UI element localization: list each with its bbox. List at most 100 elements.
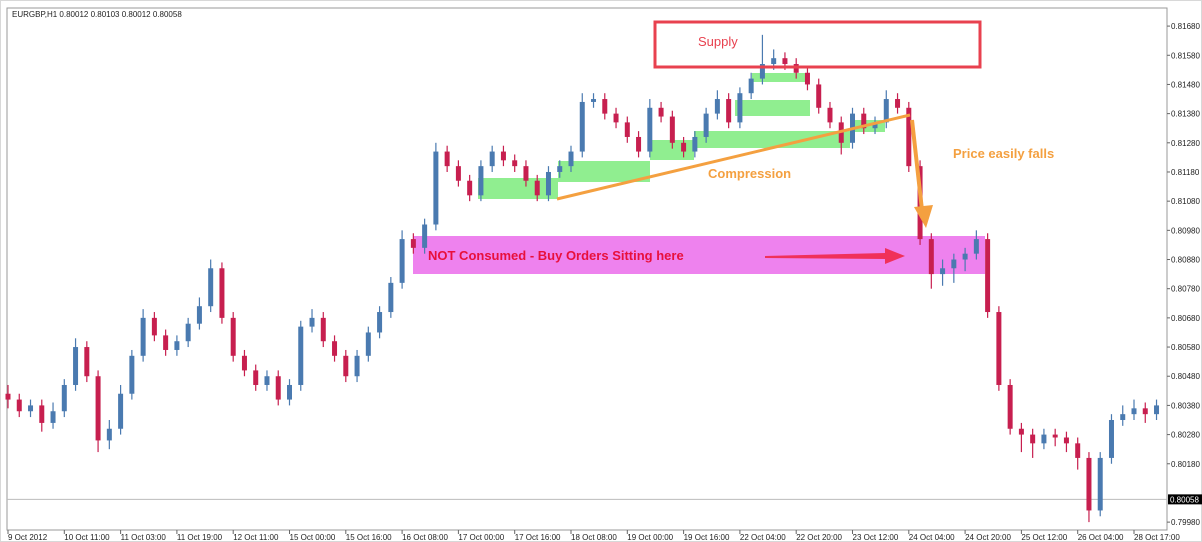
candle-body: [1097, 457, 1103, 511]
x-tick-label: 28 Oct 17:00: [1134, 533, 1180, 542]
candle-body: [906, 107, 912, 167]
y-tick-label: 0.80880: [1171, 256, 1200, 265]
x-tick-label: 24 Oct 04:00: [909, 533, 955, 542]
x-tick-label: 23 Oct 12:00: [853, 533, 899, 542]
candle-body: [320, 317, 326, 342]
x-tick-label: 15 Oct 16:00: [346, 533, 392, 542]
zone-arrow: [765, 248, 905, 264]
base-zone: [558, 161, 650, 182]
zone-label: NOT Consumed - Buy Orders Sitting here: [428, 248, 684, 263]
x-tick-label: 26 Oct 04:00: [1078, 533, 1124, 542]
x-tick-label: 17 Oct 00:00: [458, 533, 504, 542]
candle-body: [39, 405, 45, 423]
y-tick-label: 0.79980: [1171, 518, 1200, 527]
candle-body: [1075, 443, 1081, 458]
candle-body: [1030, 434, 1036, 444]
candle-body: [636, 136, 642, 152]
candle-body: [523, 166, 529, 181]
candle-body: [174, 341, 180, 350]
candle-body: [219, 268, 225, 318]
current-price-box: [1168, 494, 1202, 505]
candle-body: [433, 151, 439, 225]
candle-body: [669, 116, 675, 143]
base-zone: [752, 73, 808, 82]
candle-body: [951, 259, 957, 269]
candle-body: [1120, 414, 1126, 420]
base-zone: [694, 131, 850, 148]
candle-body: [467, 180, 473, 196]
candle-body: [208, 268, 214, 307]
x-tick-label: 19 Oct 00:00: [627, 533, 673, 542]
y-tick-label: 0.80380: [1171, 401, 1200, 410]
y-tick-label: 0.81380: [1171, 110, 1200, 119]
candle-body: [1142, 408, 1148, 415]
candle-body: [163, 335, 169, 350]
y-tick-label: 0.80180: [1171, 460, 1200, 469]
candle-body: [658, 107, 664, 117]
y-tick-label: 0.81680: [1171, 22, 1200, 31]
candle-body: [1018, 428, 1024, 435]
candle-body: [737, 93, 743, 123]
candle-body: [444, 151, 450, 167]
candle-body: [298, 326, 304, 385]
candle-body: [624, 122, 630, 137]
base-zone: [735, 100, 810, 116]
candle-body: [140, 317, 146, 356]
candle-body: [1154, 405, 1160, 415]
candle-body: [287, 384, 292, 400]
x-tick-label: 15 Oct 00:00: [290, 533, 336, 542]
x-tick-label: 18 Oct 08:00: [571, 533, 617, 542]
y-tick-label: 0.81180: [1171, 168, 1200, 177]
candle-body: [973, 239, 979, 254]
trendline: [556, 113, 911, 201]
y-tick-label: 0.80580: [1171, 343, 1200, 352]
fall-arrow: [910, 119, 924, 211]
candle-body: [95, 376, 101, 441]
fall-arrow-head: [914, 205, 933, 228]
candle-body: [1108, 419, 1114, 458]
candle-body: [996, 312, 1002, 385]
candle-body: [422, 224, 428, 248]
candle-body: [230, 317, 236, 356]
candle-body: [782, 58, 788, 65]
candle-body: [613, 113, 619, 123]
candle-body: [50, 411, 56, 423]
candle-body: [309, 317, 315, 327]
y-tick-label: 0.81280: [1171, 139, 1200, 148]
candle-body: [985, 239, 991, 313]
x-tick-label: 16 Oct 08:00: [402, 533, 448, 542]
x-tick-label: 9 Oct 2012: [8, 533, 48, 542]
candle-body: [275, 376, 281, 400]
plot-frame: [6, 7, 1168, 531]
candle-body: [5, 393, 11, 400]
candle-body: [1086, 457, 1092, 511]
candle-body: [84, 347, 90, 377]
candle-body: [106, 428, 112, 441]
candle-body: [1063, 437, 1069, 444]
x-tick-label: 19 Oct 16:00: [684, 533, 730, 542]
x-tick-label: 10 Oct 11:00: [64, 533, 110, 542]
y-tick-label: 0.81080: [1171, 197, 1200, 206]
candle-body: [388, 282, 394, 313]
y-tick-label: 0.80780: [1171, 285, 1200, 294]
candle-body: [73, 347, 79, 385]
candle-body: [940, 268, 946, 275]
candle-body: [354, 355, 360, 377]
candle-body: [703, 113, 709, 137]
candle-body: [928, 239, 934, 275]
x-tick-label: 11 Oct 19:00: [177, 533, 223, 542]
candle-body: [455, 166, 461, 181]
candle-body: [241, 355, 247, 371]
candle-body: [647, 107, 653, 152]
y-tick-label: 0.81480: [1171, 80, 1200, 89]
candle-body: [478, 166, 484, 196]
y-tick-label: 0.80680: [1171, 314, 1200, 323]
candle-body: [16, 399, 22, 412]
candle-body: [568, 151, 574, 167]
candle-body: [759, 64, 765, 79]
candle-body: [714, 99, 720, 114]
y-tick-label: 0.81580: [1171, 51, 1200, 60]
candle-body: [545, 171, 551, 196]
candle-body: [1131, 408, 1137, 415]
